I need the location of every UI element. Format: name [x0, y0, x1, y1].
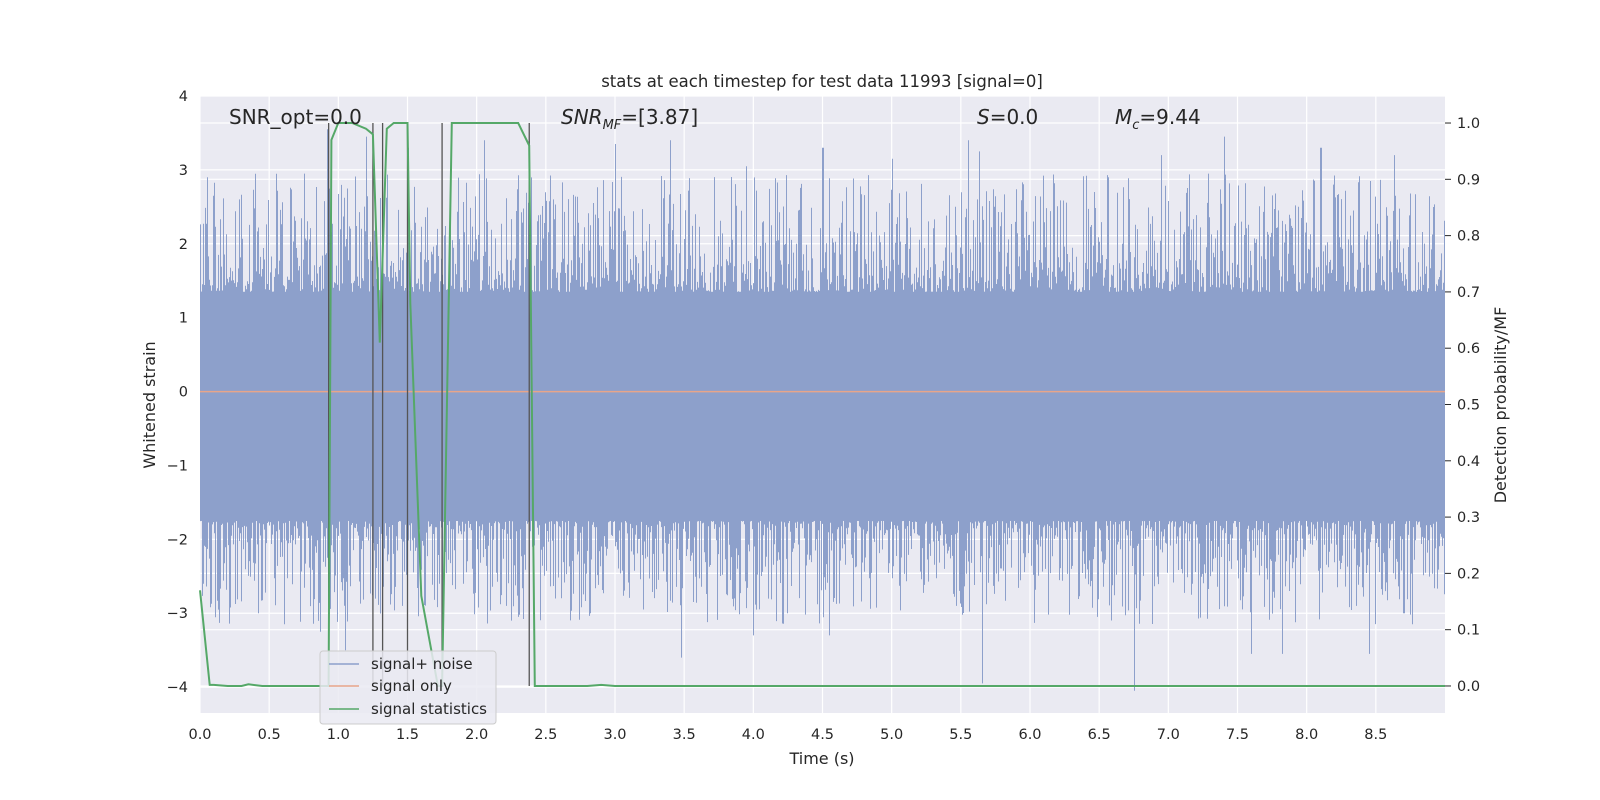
y-tick-label: −2 [167, 532, 188, 548]
x-tick-label: 4.0 [742, 727, 765, 743]
y2-tick-label: 0.8 [1457, 229, 1480, 245]
annotation-snr-opt: SNR_opt=0.0 [229, 105, 362, 129]
annotation-mc: Mc=9.44 [1115, 105, 1201, 133]
y2-tick-label: 0.6 [1457, 341, 1480, 357]
legend-label-signal-only: signal only [371, 677, 452, 695]
x-tick-label: 7.0 [1157, 727, 1180, 743]
y-tick-label: 4 [179, 89, 188, 105]
x-tick-label: 2.0 [465, 727, 488, 743]
legend-label-signal-noise: signal+ noise [371, 655, 473, 673]
y2-tick-label: 0.4 [1457, 454, 1480, 470]
annotations: SNR_opt=0.0 SNRMF=[3.87] S=0.0 Mc=9.44 [229, 105, 1201, 133]
y-tick-label: −3 [167, 606, 188, 622]
x-tick-label: 0.5 [258, 727, 281, 743]
legend: signal+ noise signal only signal statist… [319, 650, 497, 725]
y2-tick-label: 0.3 [1457, 510, 1480, 526]
x-tick-label: 7.5 [1226, 727, 1249, 743]
noise-spikes [200, 129, 1445, 691]
x-tick-label: 3.0 [603, 727, 626, 743]
y2-tick-label: 1.0 [1457, 116, 1480, 132]
x-tick-label: 6.0 [1018, 727, 1041, 743]
y2-tick-label: 0.1 [1457, 623, 1480, 639]
y-axis-label: Whitened strain [140, 341, 159, 468]
y-tick-label: 1 [179, 311, 188, 327]
x-tick-label: 1.0 [327, 727, 350, 743]
y2-tick-label: 0.9 [1457, 172, 1480, 188]
legend-box [319, 650, 497, 725]
x-tick-label: 5.0 [880, 727, 903, 743]
chart-title: stats at each timestep for test data 119… [601, 72, 1043, 91]
y-tick-label: −1 [167, 458, 188, 474]
x-tick-label: 6.5 [1088, 727, 1111, 743]
signal-statistics-series [199, 122, 1445, 687]
axis-ticks: 0.0 0.5 1.0 1.5 2.0 2.5 3.0 3.5 4.0 4.5 5.0 5.5 6.0 6… [167, 89, 1480, 743]
y2-tick-label: 0.7 [1457, 285, 1480, 301]
y2-tick-label: 0.5 [1457, 398, 1480, 414]
x-tick-label: 8.5 [1364, 727, 1387, 743]
x-tick-label: 5.5 [949, 727, 972, 743]
y-tick-label: −4 [167, 680, 188, 696]
x-tick-label: 3.5 [673, 727, 696, 743]
vertical-markers [327, 123, 530, 686]
y2-tick-label: 0.0 [1457, 679, 1480, 695]
y-tick-label: 0 [179, 385, 188, 401]
legend-label-signal-statistics: signal statistics [371, 700, 487, 718]
y-tick-label: 2 [179, 237, 188, 253]
x-axis-label: Time (s) [788, 749, 854, 768]
annotation-s: S=0.0 [977, 105, 1038, 129]
x-tick-label: 1.5 [396, 727, 419, 743]
x-tick-label: 8.0 [1295, 727, 1318, 743]
annotation-snr-mf: SNRMF=[3.87] [561, 105, 698, 133]
x-tick-label: 0.0 [188, 727, 211, 743]
x-tick-label: 4.5 [811, 727, 834, 743]
y2-tick-label: 0.2 [1457, 566, 1480, 582]
y2-axis-label: Detection probability/MF [1491, 307, 1510, 504]
y-tick-label: 3 [179, 163, 188, 179]
signal-statistics-line [199, 122, 1445, 687]
x-tick-label: 2.5 [534, 727, 557, 743]
